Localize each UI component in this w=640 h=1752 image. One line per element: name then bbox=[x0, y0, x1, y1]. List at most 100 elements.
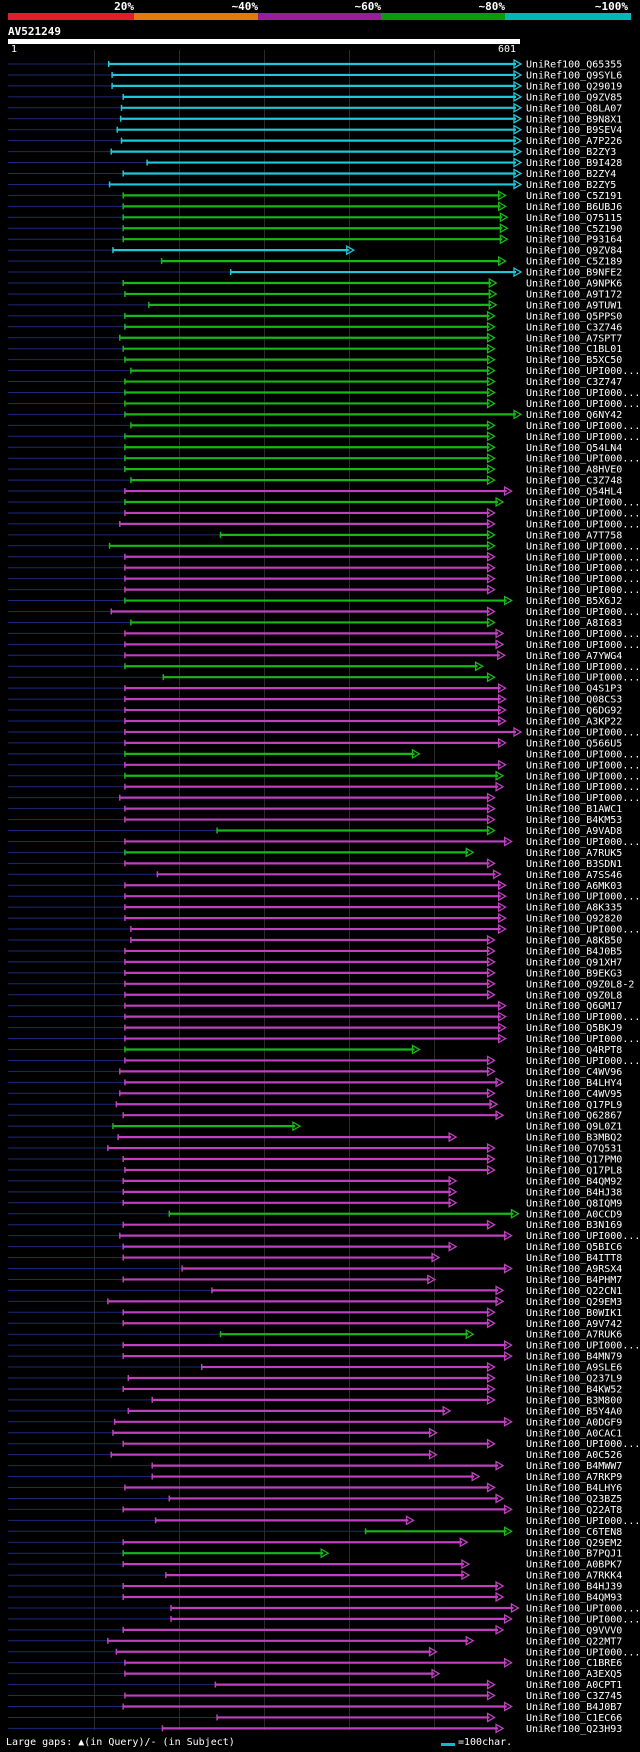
alignment-row: UniRef100_B4MN79 bbox=[8, 1350, 622, 1363]
end-arrow bbox=[495, 770, 505, 781]
subject-label: UniRef100_Q23BZ5 bbox=[526, 1494, 622, 1505]
alignment-row: UniRef100_Q6GM17 bbox=[8, 1000, 622, 1012]
subject-label: UniRef100_Q9SYL6 bbox=[526, 70, 622, 81]
subject-label: UniRef100_UPI000... bbox=[526, 399, 640, 410]
end-arrow bbox=[486, 1164, 496, 1176]
alignment-row: UniRef100_P93164 bbox=[8, 234, 622, 246]
subject-label: UniRef100_UPI000... bbox=[526, 454, 640, 465]
end-arrow bbox=[346, 245, 356, 256]
subject-label: UniRef100_C3Z747 bbox=[526, 377, 622, 388]
alignment-row: UniRef100_C3Z746 bbox=[8, 321, 622, 333]
end-arrow bbox=[513, 91, 523, 102]
alignment-row: UniRef100_UPI000... bbox=[8, 453, 640, 465]
alignment-row: UniRef100_C6TEN8 bbox=[8, 1526, 622, 1538]
end-arrow bbox=[486, 376, 496, 387]
alignment-row: UniRef100_Q75115 bbox=[8, 212, 622, 224]
subject-label: UniRef100_B4ITT8 bbox=[526, 1253, 622, 1264]
alignment-row: UniRef100_Q29019 bbox=[8, 80, 622, 92]
alignment-row: UniRef100_Q23H93 bbox=[8, 1723, 622, 1735]
subject-label: UniRef100_B5XC50 bbox=[526, 355, 622, 366]
alignment-row: UniRef100_UPI000... bbox=[8, 792, 640, 804]
subject-label: UniRef100_B2ZY4 bbox=[526, 169, 616, 180]
alignment-row: UniRef100_UPI000... bbox=[8, 573, 640, 585]
alignment-row: UniRef100_A9TUW1 bbox=[8, 299, 622, 311]
end-arrow bbox=[513, 80, 523, 92]
subject-label: UniRef100_A8K335 bbox=[526, 903, 622, 914]
end-arrow bbox=[513, 102, 523, 113]
end-arrow bbox=[503, 1340, 513, 1351]
subject-label: UniRef100_Q91XH7 bbox=[526, 957, 622, 968]
end-arrow bbox=[486, 398, 496, 409]
end-arrow bbox=[513, 726, 523, 738]
subject-label: UniRef100_A0C526 bbox=[526, 1450, 622, 1461]
alignment-row: UniRef100_A0CPT1 bbox=[8, 1679, 622, 1691]
subject-label: UniRef100_B3M800 bbox=[526, 1395, 622, 1406]
subject-label: UniRef100_B4MWW7 bbox=[526, 1461, 622, 1472]
alignment-row: UniRef100_B4KM53 bbox=[8, 814, 622, 826]
subject-label: UniRef100_UPI000... bbox=[526, 727, 640, 738]
subject-label: UniRef100_C6TEN8 bbox=[526, 1527, 622, 1538]
end-arrow bbox=[486, 529, 496, 540]
subject-label: UniRef100_UPI000... bbox=[526, 782, 640, 793]
end-arrow bbox=[495, 628, 505, 639]
subject-label: UniRef100_A0CCD9 bbox=[526, 1209, 622, 1220]
alignment-row: UniRef100_C3Z747 bbox=[8, 376, 622, 388]
alignment-row: UniRef100_A3KP22 bbox=[8, 715, 622, 728]
grid-line bbox=[179, 50, 180, 1730]
end-arrow bbox=[503, 595, 513, 606]
end-arrow bbox=[513, 157, 523, 168]
alignment-row: UniRef100_UPI000... bbox=[8, 836, 640, 848]
subject-label: UniRef100_Q9L0Z1 bbox=[526, 1122, 622, 1133]
end-arrow bbox=[486, 1482, 496, 1493]
end-arrow bbox=[503, 1350, 513, 1362]
alignment-row: UniRef100_UPI000... bbox=[8, 606, 640, 618]
alignment-row: UniRef100_B3M800 bbox=[8, 1394, 622, 1406]
alignment-row: UniRef100_UPI000... bbox=[8, 551, 640, 563]
alignment-row: UniRef100_A7RKK4 bbox=[8, 1569, 622, 1582]
alignment-row: UniRef100_UPI000... bbox=[8, 507, 640, 519]
alignment-row: UniRef100_B4QM93 bbox=[8, 1591, 622, 1604]
alignment-row: UniRef100_UPI000... bbox=[8, 1515, 640, 1527]
end-arrow bbox=[411, 748, 421, 759]
alignment-row: UniRef100_B4HJ38 bbox=[8, 1186, 622, 1198]
alignment-row: UniRef100_UPI000... bbox=[8, 672, 640, 684]
end-arrow bbox=[486, 562, 496, 573]
subject-label: UniRef100_UPI000... bbox=[526, 925, 640, 936]
end-arrow bbox=[486, 989, 496, 1000]
subject-label: UniRef100_Q5BIC6 bbox=[526, 1242, 622, 1253]
end-arrow bbox=[488, 288, 498, 300]
pct-label-40: ~40% bbox=[231, 0, 259, 13]
subject-label: UniRef100_P93164 bbox=[526, 235, 622, 246]
end-arrow bbox=[448, 1131, 458, 1143]
alignment-row: UniRef100_Q22CN1 bbox=[8, 1285, 622, 1297]
end-arrow bbox=[503, 1416, 513, 1427]
end-arrow bbox=[486, 792, 496, 803]
alignment-row: UniRef100_Q8IQM9 bbox=[8, 1197, 622, 1209]
end-arrow bbox=[495, 1624, 505, 1635]
subject-label: UniRef100_Q4S1P3 bbox=[526, 684, 622, 695]
alignment-row: UniRef100_UPI000... bbox=[8, 365, 640, 377]
subject-label: UniRef100_Q29EM2 bbox=[526, 1538, 622, 1549]
alignment-row: UniRef100_C1EC66 bbox=[8, 1712, 622, 1724]
alignment-row: UniRef100_Q9SYL6 bbox=[8, 69, 622, 81]
subject-label: UniRef100_Q6DG92 bbox=[526, 706, 622, 717]
subject-label: UniRef100_B9SEV4 bbox=[526, 125, 622, 136]
grid-line bbox=[434, 50, 435, 1730]
end-arrow bbox=[486, 310, 496, 321]
subject-label: UniRef100_B4HJ38 bbox=[526, 1187, 622, 1198]
end-arrow bbox=[513, 146, 523, 157]
subject-label: UniRef100_B4KM53 bbox=[526, 815, 622, 826]
alignment-row: UniRef100_UPI000... bbox=[8, 891, 640, 903]
subject-label: UniRef100_B3SDN1 bbox=[526, 859, 622, 870]
subject-label: UniRef100_UPI000... bbox=[526, 1012, 640, 1023]
end-arrow bbox=[503, 836, 513, 847]
end-arrow bbox=[513, 58, 523, 70]
subject-label: UniRef100_B4HJ39 bbox=[526, 1582, 622, 1593]
alignment-row: UniRef100_Q4RPT8 bbox=[8, 1044, 622, 1056]
end-arrow bbox=[497, 902, 507, 913]
subject-label: UniRef100_C1EC66 bbox=[526, 1713, 622, 1724]
subject-label: UniRef100_A7RKK4 bbox=[526, 1571, 622, 1582]
end-arrow bbox=[497, 650, 507, 661]
end-arrow bbox=[486, 584, 496, 595]
subject-label: UniRef100_Q6GM17 bbox=[526, 1001, 622, 1012]
